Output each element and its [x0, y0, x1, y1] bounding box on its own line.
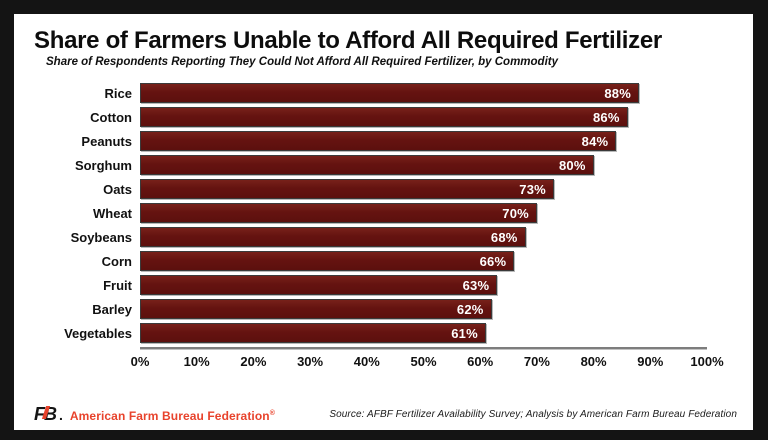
bar-chart: Rice 88% Cotton 86% Peanuts 84% Sorghum 80% Oats…	[14, 81, 753, 373]
category-label: Sorghum	[74, 157, 132, 173]
value-label: 73%	[519, 181, 546, 197]
value-label: 61%	[451, 325, 478, 341]
bar-row: Wheat 70%	[14, 201, 753, 225]
x-axis-tick-label: 70%	[523, 354, 550, 370]
bar-track: 70%	[140, 203, 707, 224]
bar: 66%	[140, 251, 515, 272]
category-label: Barley	[92, 301, 132, 317]
bar-row: Oats 73%	[14, 177, 753, 201]
bar-rows: Rice 88% Cotton 86% Peanuts 84% Sorghum 80% Oats…	[14, 81, 753, 345]
bar-row: Soybeans 68%	[14, 225, 753, 249]
trademark-symbol: ®	[269, 410, 275, 417]
category-label: Vegetables	[64, 325, 132, 341]
category-label: Soybeans	[70, 229, 132, 245]
x-axis-tick-label: 10%	[183, 354, 210, 370]
bar-row: Fruit 63%	[14, 273, 753, 297]
x-axis-tick-label: 20%	[240, 354, 267, 370]
x-axis-line	[140, 347, 707, 351]
bar-row: Vegetables 61%	[14, 321, 753, 345]
bar: 86%	[140, 107, 628, 128]
bar: 80%	[140, 155, 594, 176]
value-label: 66%	[479, 253, 507, 269]
x-axis-ticks: 0% 10% 20% 30% 40% 50% 60% 70% 80% 90% 100%	[131, 354, 724, 374]
bar: 73%	[140, 179, 554, 200]
category-label: Peanuts	[81, 133, 132, 149]
value-label: 88%	[604, 85, 631, 101]
afbf-org-name: American Farm Bureau Federation®	[69, 409, 275, 423]
x-axis-tick-label: 90%	[637, 354, 664, 370]
x-axis-row: 0% 10% 20% 30% 40% 50% 60% 70% 80% 90% 100%	[14, 347, 753, 373]
category-label: Rice	[104, 85, 132, 101]
category-label: Cotton	[90, 109, 132, 125]
x-axis-tick-label: 50%	[410, 354, 437, 370]
afbf-logo-icon: FB	[34, 405, 59, 423]
chart-subtitle: Share of Respondents Reporting They Coul…	[46, 56, 558, 69]
bar-row: Sorghum 80%	[14, 153, 753, 177]
x-axis-tick-label: 40%	[353, 354, 380, 370]
afbf-logo-dot: .	[59, 407, 63, 423]
bar-track: 84%	[140, 131, 707, 152]
bar: 63%	[140, 275, 498, 296]
x-axis-tick-label: 80%	[580, 354, 607, 370]
x-axis: 0% 10% 20% 30% 40% 50% 60% 70% 80% 90% 100%	[131, 347, 724, 374]
source-note: Source: AFBF Fertilizer Availability Sur…	[329, 408, 737, 420]
bar-track: 80%	[140, 155, 707, 176]
chart-card: Share of Farmers Unable to Afford All Re…	[14, 14, 753, 430]
bar: 68%	[140, 227, 526, 248]
bar-track: 88%	[140, 83, 707, 104]
value-label: 86%	[592, 109, 620, 125]
bar-track: 66%	[140, 251, 707, 272]
x-axis-tick-label: 30%	[297, 354, 324, 370]
bar-track: 61%	[140, 323, 707, 344]
category-label: Fruit	[103, 277, 132, 293]
bar-row: Rice 88%	[14, 81, 753, 105]
bar-row: Peanuts 84%	[14, 129, 753, 153]
bar-track: 68%	[140, 227, 707, 248]
value-label: 80%	[558, 157, 586, 173]
chart-title: Share of Farmers Unable to Afford All Re…	[34, 27, 662, 54]
bar-track: 63%	[140, 275, 707, 296]
x-axis-tick-label: 0%	[130, 354, 150, 370]
bar: 62%	[140, 299, 492, 320]
bar-track: 62%	[140, 299, 707, 320]
bar: 88%	[140, 83, 639, 104]
bar-track: 86%	[140, 107, 707, 128]
value-label: 68%	[490, 229, 518, 245]
bar: 61%	[140, 323, 486, 344]
category-label: Wheat	[93, 205, 132, 221]
afbf-brand: FB . American Farm Bureau Federation®	[34, 405, 275, 423]
bar: 84%	[140, 131, 617, 152]
bar-row: Cotton 86%	[14, 105, 753, 129]
bar: 70%	[140, 203, 537, 224]
value-label: 63%	[462, 277, 490, 293]
value-label: 62%	[456, 301, 484, 317]
footer: FB . American Farm Bureau Federation® So…	[34, 405, 737, 423]
bar-track: 73%	[140, 179, 707, 200]
axis-spacer	[14, 347, 140, 373]
x-axis-tick-label: 100%	[690, 354, 724, 370]
value-label: 70%	[502, 205, 529, 221]
bar-row: Barley 62%	[14, 297, 753, 321]
value-label: 84%	[581, 133, 609, 149]
bar-row: Corn 66%	[14, 249, 753, 273]
x-axis-tick-label: 60%	[467, 354, 494, 370]
category-label: Oats	[103, 181, 132, 197]
category-label: Corn	[101, 253, 132, 269]
